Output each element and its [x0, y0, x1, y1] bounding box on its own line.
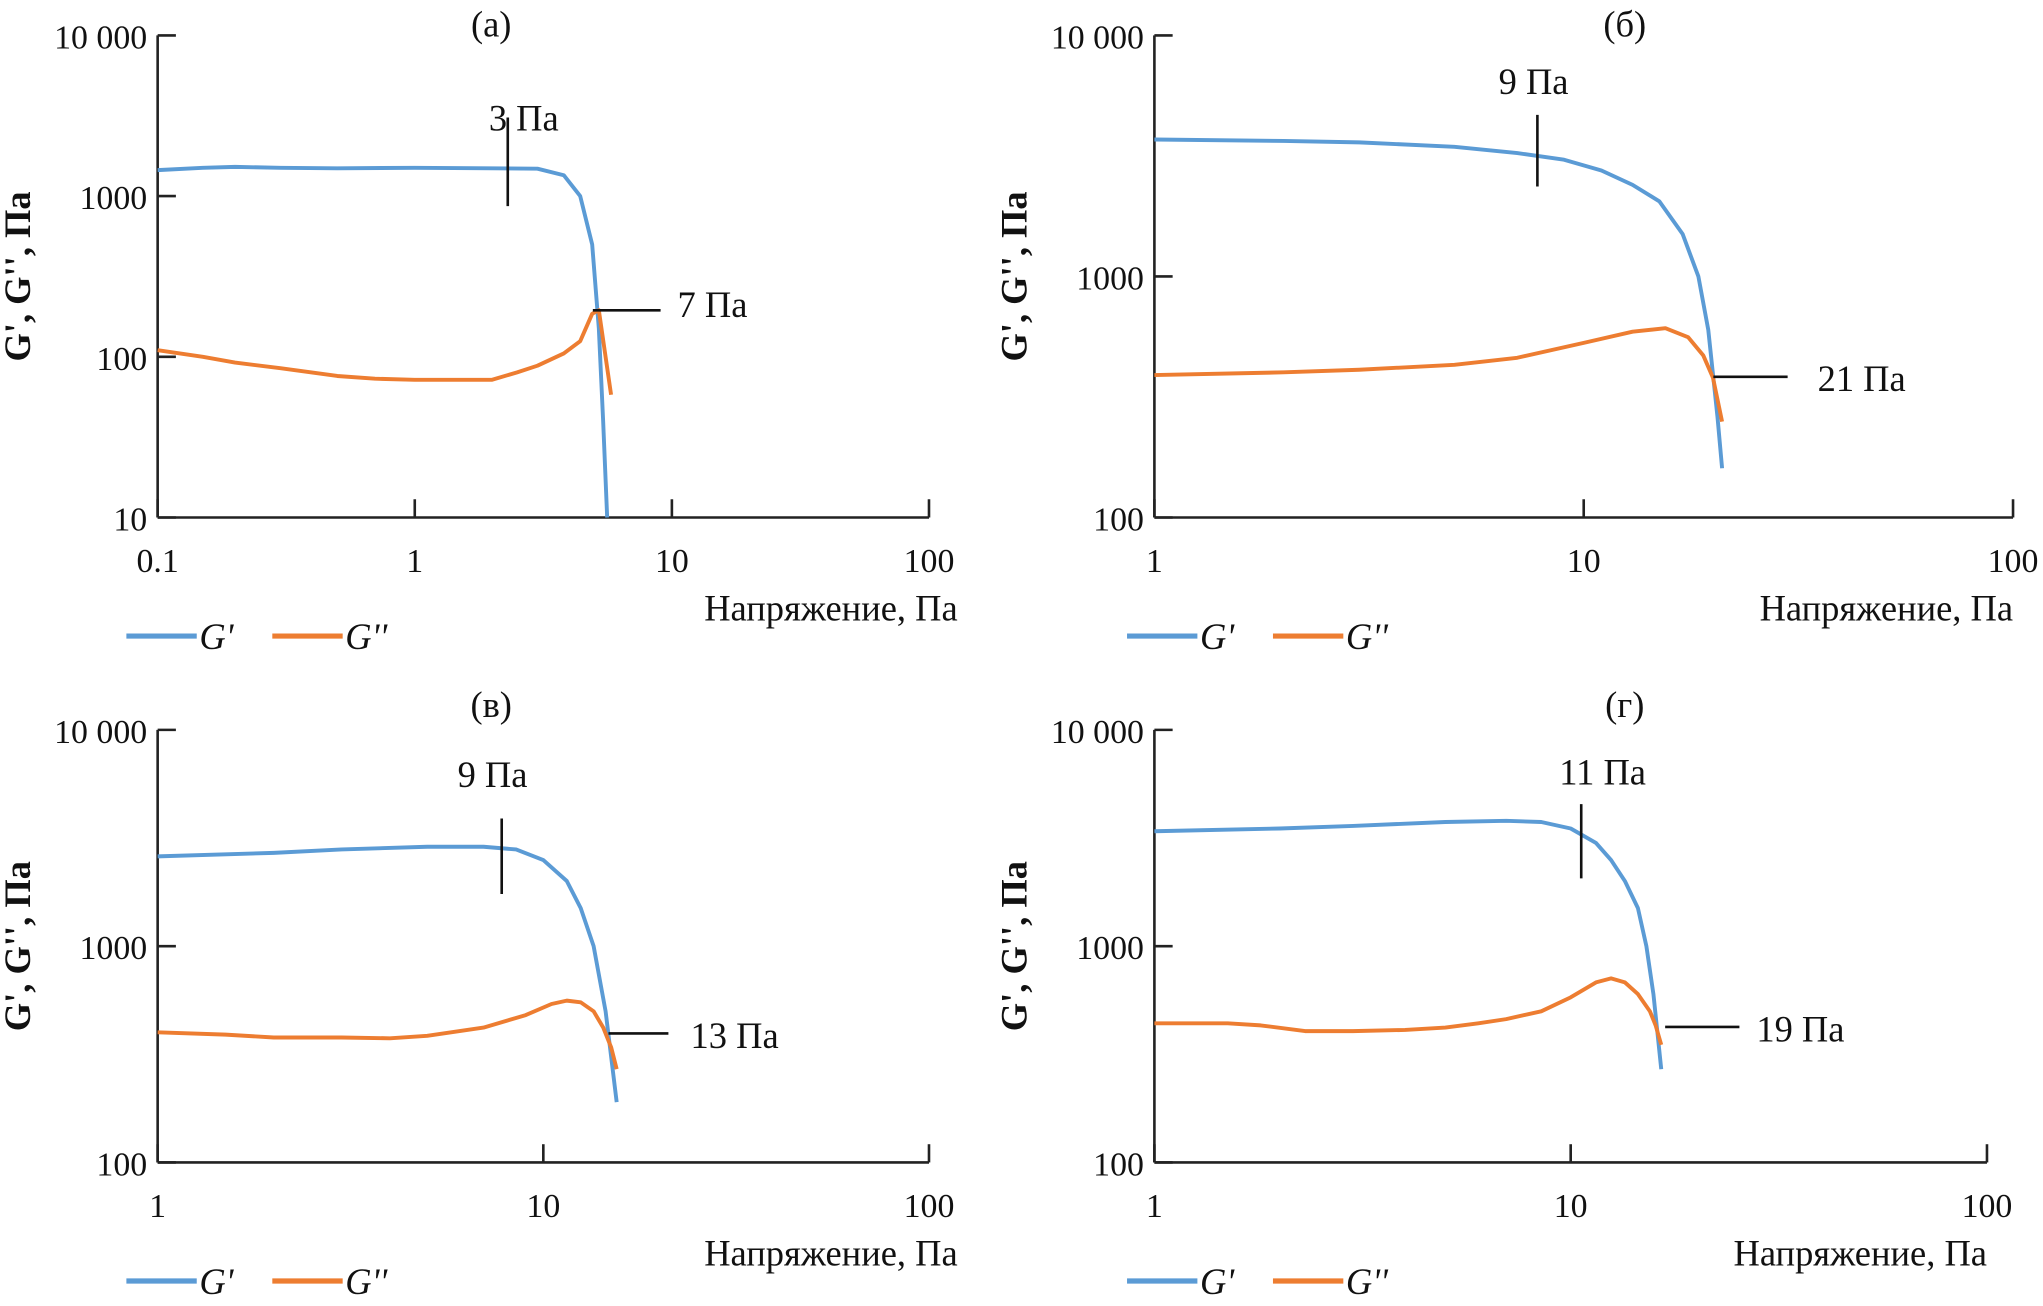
panel-label: (а) — [471, 4, 511, 45]
chart-panel-1: 1 10 100 100 1000 10 000 (б) Напряжение, Па G', … — [994, 4, 2039, 657]
chart-panel-3: 1 10 100 100 1000 10 000 (г) Напряжение, Па G', … — [994, 684, 2013, 1302]
x-tick-label: 1 — [406, 543, 423, 580]
x-tick-label: 100 — [904, 543, 955, 580]
y-tick-label: 1000 — [1076, 260, 1144, 297]
x-tick-label: 10 — [526, 1188, 560, 1225]
series-line-g-prime — [157, 844, 619, 1103]
annotation-label: 13 Па — [691, 1015, 779, 1056]
legend-label: G' — [199, 1261, 234, 1302]
y-tick-label: 10 000 — [1051, 714, 1144, 751]
y-axis-label: G', G'', Па — [0, 861, 38, 1031]
x-tick-label: 100 — [904, 1188, 955, 1225]
panel-label: (в) — [470, 684, 512, 725]
x-tick-label: 10 — [1567, 543, 1601, 580]
y-axis-label: G', G'', Па — [0, 191, 38, 361]
x-tick-label: 100 — [1962, 1188, 2013, 1225]
legend-label: G'' — [345, 616, 388, 657]
series-line-g-double-prime — [157, 308, 614, 396]
annotation-label: 3 Па — [489, 98, 559, 139]
y-tick-label: 10 000 — [1051, 19, 1144, 56]
annotation-label: 7 Па — [678, 284, 748, 325]
chart-panel-0: 0.1 1 10 100 10 100 1000 10 000 (а) Напряжение, П… — [0, 4, 958, 657]
y-tick-label: 1000 — [1076, 930, 1144, 967]
x-axis-label: Напряжение, Па — [1734, 1232, 1987, 1273]
annotation-label: 11 Па — [1559, 752, 1646, 793]
legend-label: G' — [1200, 1261, 1235, 1302]
y-tick-label: 100 — [1093, 1146, 1144, 1183]
annotation-label: 19 Па — [1756, 1008, 1844, 1049]
legend-label: G'' — [345, 1261, 388, 1302]
legend-label: G' — [199, 616, 234, 657]
y-tick-label: 10 000 — [54, 19, 147, 56]
legend-label: G'' — [1346, 616, 1389, 657]
x-tick-label: 100 — [1988, 543, 2039, 580]
x-tick-label: 10 — [655, 543, 689, 580]
series-line-g-prime — [157, 164, 610, 518]
y-tick-label: 10 000 — [54, 714, 147, 751]
x-axis-label: Напряжение, Па — [704, 587, 957, 628]
y-tick-label: 1000 — [80, 930, 148, 967]
x-tick-label: 1 — [1146, 1188, 1163, 1225]
y-tick-label: 100 — [96, 1146, 147, 1183]
series-line-g-double-prime — [1154, 326, 1725, 422]
series-line-g-double-prime — [1154, 976, 1664, 1046]
x-axis-label: Напряжение, Па — [1760, 587, 2013, 628]
x-tick-label: 0.1 — [136, 543, 178, 580]
annotation-label: 9 Па — [458, 754, 528, 795]
series-line-g-prime — [1154, 818, 1664, 1070]
annotation-label: 9 Па — [1499, 61, 1569, 102]
x-axis-label: Напряжение, Па — [704, 1232, 957, 1273]
y-tick-label: 10 — [113, 502, 147, 539]
annotation-label: 21 Па — [1818, 358, 1906, 399]
series-line-g-prime — [1154, 137, 1725, 469]
legend-label: G'' — [1346, 1261, 1389, 1302]
x-tick-label: 10 — [1554, 1188, 1588, 1225]
x-tick-label: 1 — [149, 1188, 166, 1225]
y-tick-label: 100 — [1093, 502, 1144, 539]
legend-label: G' — [1200, 616, 1235, 657]
y-axis-label: G', G'', Па — [994, 861, 1035, 1031]
series-line-g-double-prime — [157, 998, 619, 1070]
panel-label: (г) — [1605, 684, 1644, 725]
x-tick-label: 1 — [1146, 543, 1163, 580]
y-tick-label: 1000 — [80, 180, 148, 217]
y-tick-label: 100 — [96, 341, 147, 378]
panel-label: (б) — [1603, 4, 1646, 45]
y-axis-label: G', G'', Па — [994, 191, 1035, 361]
chart-panel-2: 1 10 100 100 1000 10 000 (в) Напряжение, Па G', … — [0, 684, 958, 1302]
